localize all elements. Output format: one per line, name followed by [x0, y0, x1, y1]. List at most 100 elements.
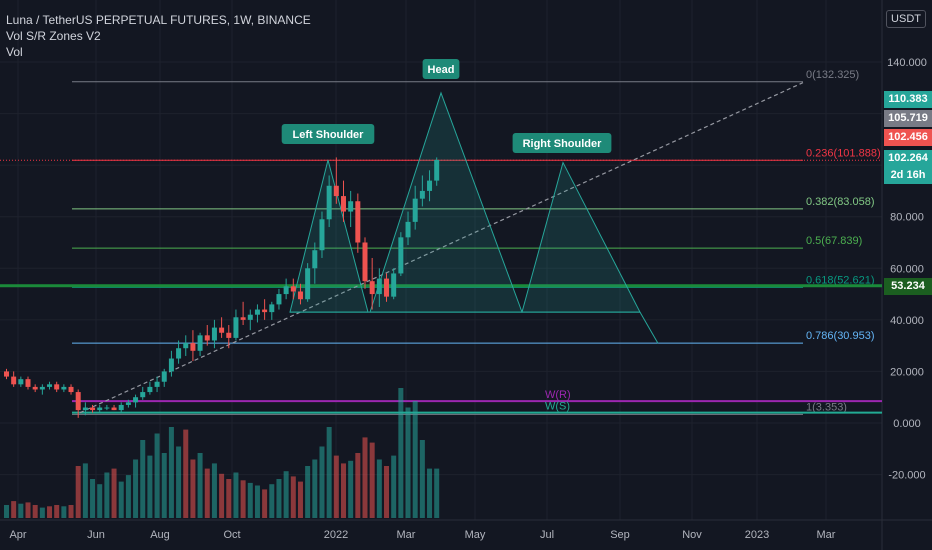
fib-label: 0.618(52.621) [806, 274, 875, 286]
currency-badge[interactable]: USDT [886, 10, 926, 28]
target-line [639, 311, 659, 344]
candle-body [54, 384, 60, 390]
volume-label[interactable]: Vol [6, 45, 23, 59]
y-tick-label: 140.000 [887, 57, 927, 69]
candle-body [133, 397, 139, 403]
volume-bar [104, 472, 110, 518]
volume-bar [269, 484, 275, 518]
candle-body [25, 379, 31, 387]
y-tick-label: 20.000 [890, 366, 924, 378]
volume-bar [276, 479, 282, 518]
candle-body [391, 273, 397, 297]
y-tick-label: -20.000 [888, 470, 925, 482]
grid [0, 0, 882, 520]
candle-body [269, 304, 275, 313]
volume-bar [125, 475, 131, 518]
candle-body [427, 180, 433, 191]
volume-bar [18, 503, 24, 518]
volume-bar [47, 506, 53, 518]
candle-body [197, 335, 203, 351]
indicator-label[interactable]: Vol S/R Zones V2 [6, 29, 101, 43]
volume-bar [326, 427, 332, 518]
volume-bars [4, 388, 440, 518]
volume-bar [226, 479, 232, 518]
volume-bar [68, 505, 74, 518]
volume-bar [290, 476, 296, 518]
volume-bar [82, 463, 88, 518]
y-tick-label: 0.000 [893, 418, 921, 430]
candle-body [190, 343, 196, 351]
volume-bar [197, 453, 203, 518]
x-tick-label: Oct [223, 529, 240, 541]
candle-body [47, 384, 53, 387]
candle-body [219, 327, 225, 333]
fib-label: 0.5(67.839) [806, 235, 862, 247]
volume-bar [140, 440, 146, 518]
candle-body [434, 159, 440, 181]
price-tag: 102.456 [884, 129, 932, 146]
volume-bar [391, 455, 397, 518]
volume-bar [147, 455, 153, 518]
volume-bar [25, 502, 31, 518]
x-tick-label: Nov [682, 529, 702, 541]
volume-bar [161, 453, 167, 518]
candle-body [140, 392, 146, 398]
volume-bar [168, 427, 174, 518]
price-tag: 110.383 [884, 91, 932, 108]
fib-label: 1(3.353) [806, 401, 847, 413]
volume-bar [419, 440, 425, 518]
candle-body [305, 268, 311, 300]
candle-body [319, 219, 325, 251]
price-tag: 102.264 [884, 150, 932, 167]
volume-bar [312, 459, 318, 518]
volume-bar [111, 468, 117, 518]
candle-body [75, 392, 81, 411]
volume-bar [369, 442, 375, 518]
x-tick-label: 2022 [324, 529, 348, 541]
volume-bar [319, 446, 325, 518]
price-tag: 53.234 [884, 278, 932, 295]
candle-body [39, 386, 45, 390]
candle-body [376, 278, 382, 295]
x-tick-label: Mar [817, 529, 836, 541]
volume-bar [32, 505, 38, 518]
candle-body [348, 201, 354, 212]
candle-body [283, 286, 289, 295]
candle-body [369, 281, 375, 295]
candle-body [362, 242, 368, 282]
x-tick-label: Sep [610, 529, 630, 541]
pattern-label-text: Left Shoulder [293, 129, 365, 141]
volume-bar [333, 455, 339, 518]
candle-body [18, 379, 24, 385]
volume-bar [405, 407, 411, 518]
symbol-title[interactable]: Luna / TetherUS PERPETUAL FUTURES, 1W, B… [6, 13, 311, 27]
price-tag: 2d 16h [884, 167, 932, 184]
volume-bar [283, 471, 289, 518]
volume-bar [305, 466, 311, 518]
x-tick-label: Aug [150, 529, 170, 541]
candle-body [211, 327, 217, 341]
volume-bar [398, 388, 404, 518]
candle-body [11, 376, 17, 385]
candle-body [276, 294, 282, 305]
candle-body [32, 386, 38, 390]
candle-body [419, 190, 425, 199]
candle-body [61, 386, 67, 390]
candle-body [82, 407, 88, 411]
candle-body [118, 404, 124, 411]
candles [4, 157, 440, 418]
candle-body [111, 407, 117, 411]
pattern-label: Right Shoulder [512, 133, 612, 153]
candle-body [398, 237, 404, 274]
volume-bar [340, 463, 346, 518]
pattern-label-bg [512, 133, 612, 153]
volume-bar [384, 466, 390, 518]
sr-zone-label: W(R) [545, 389, 571, 401]
pattern-label-bg [422, 59, 460, 79]
volume-bar [39, 507, 45, 518]
candle-body [412, 198, 418, 222]
candle-body [355, 201, 361, 243]
volume-bar [262, 489, 268, 518]
fib-label: 0.236(101.888) [806, 147, 881, 159]
